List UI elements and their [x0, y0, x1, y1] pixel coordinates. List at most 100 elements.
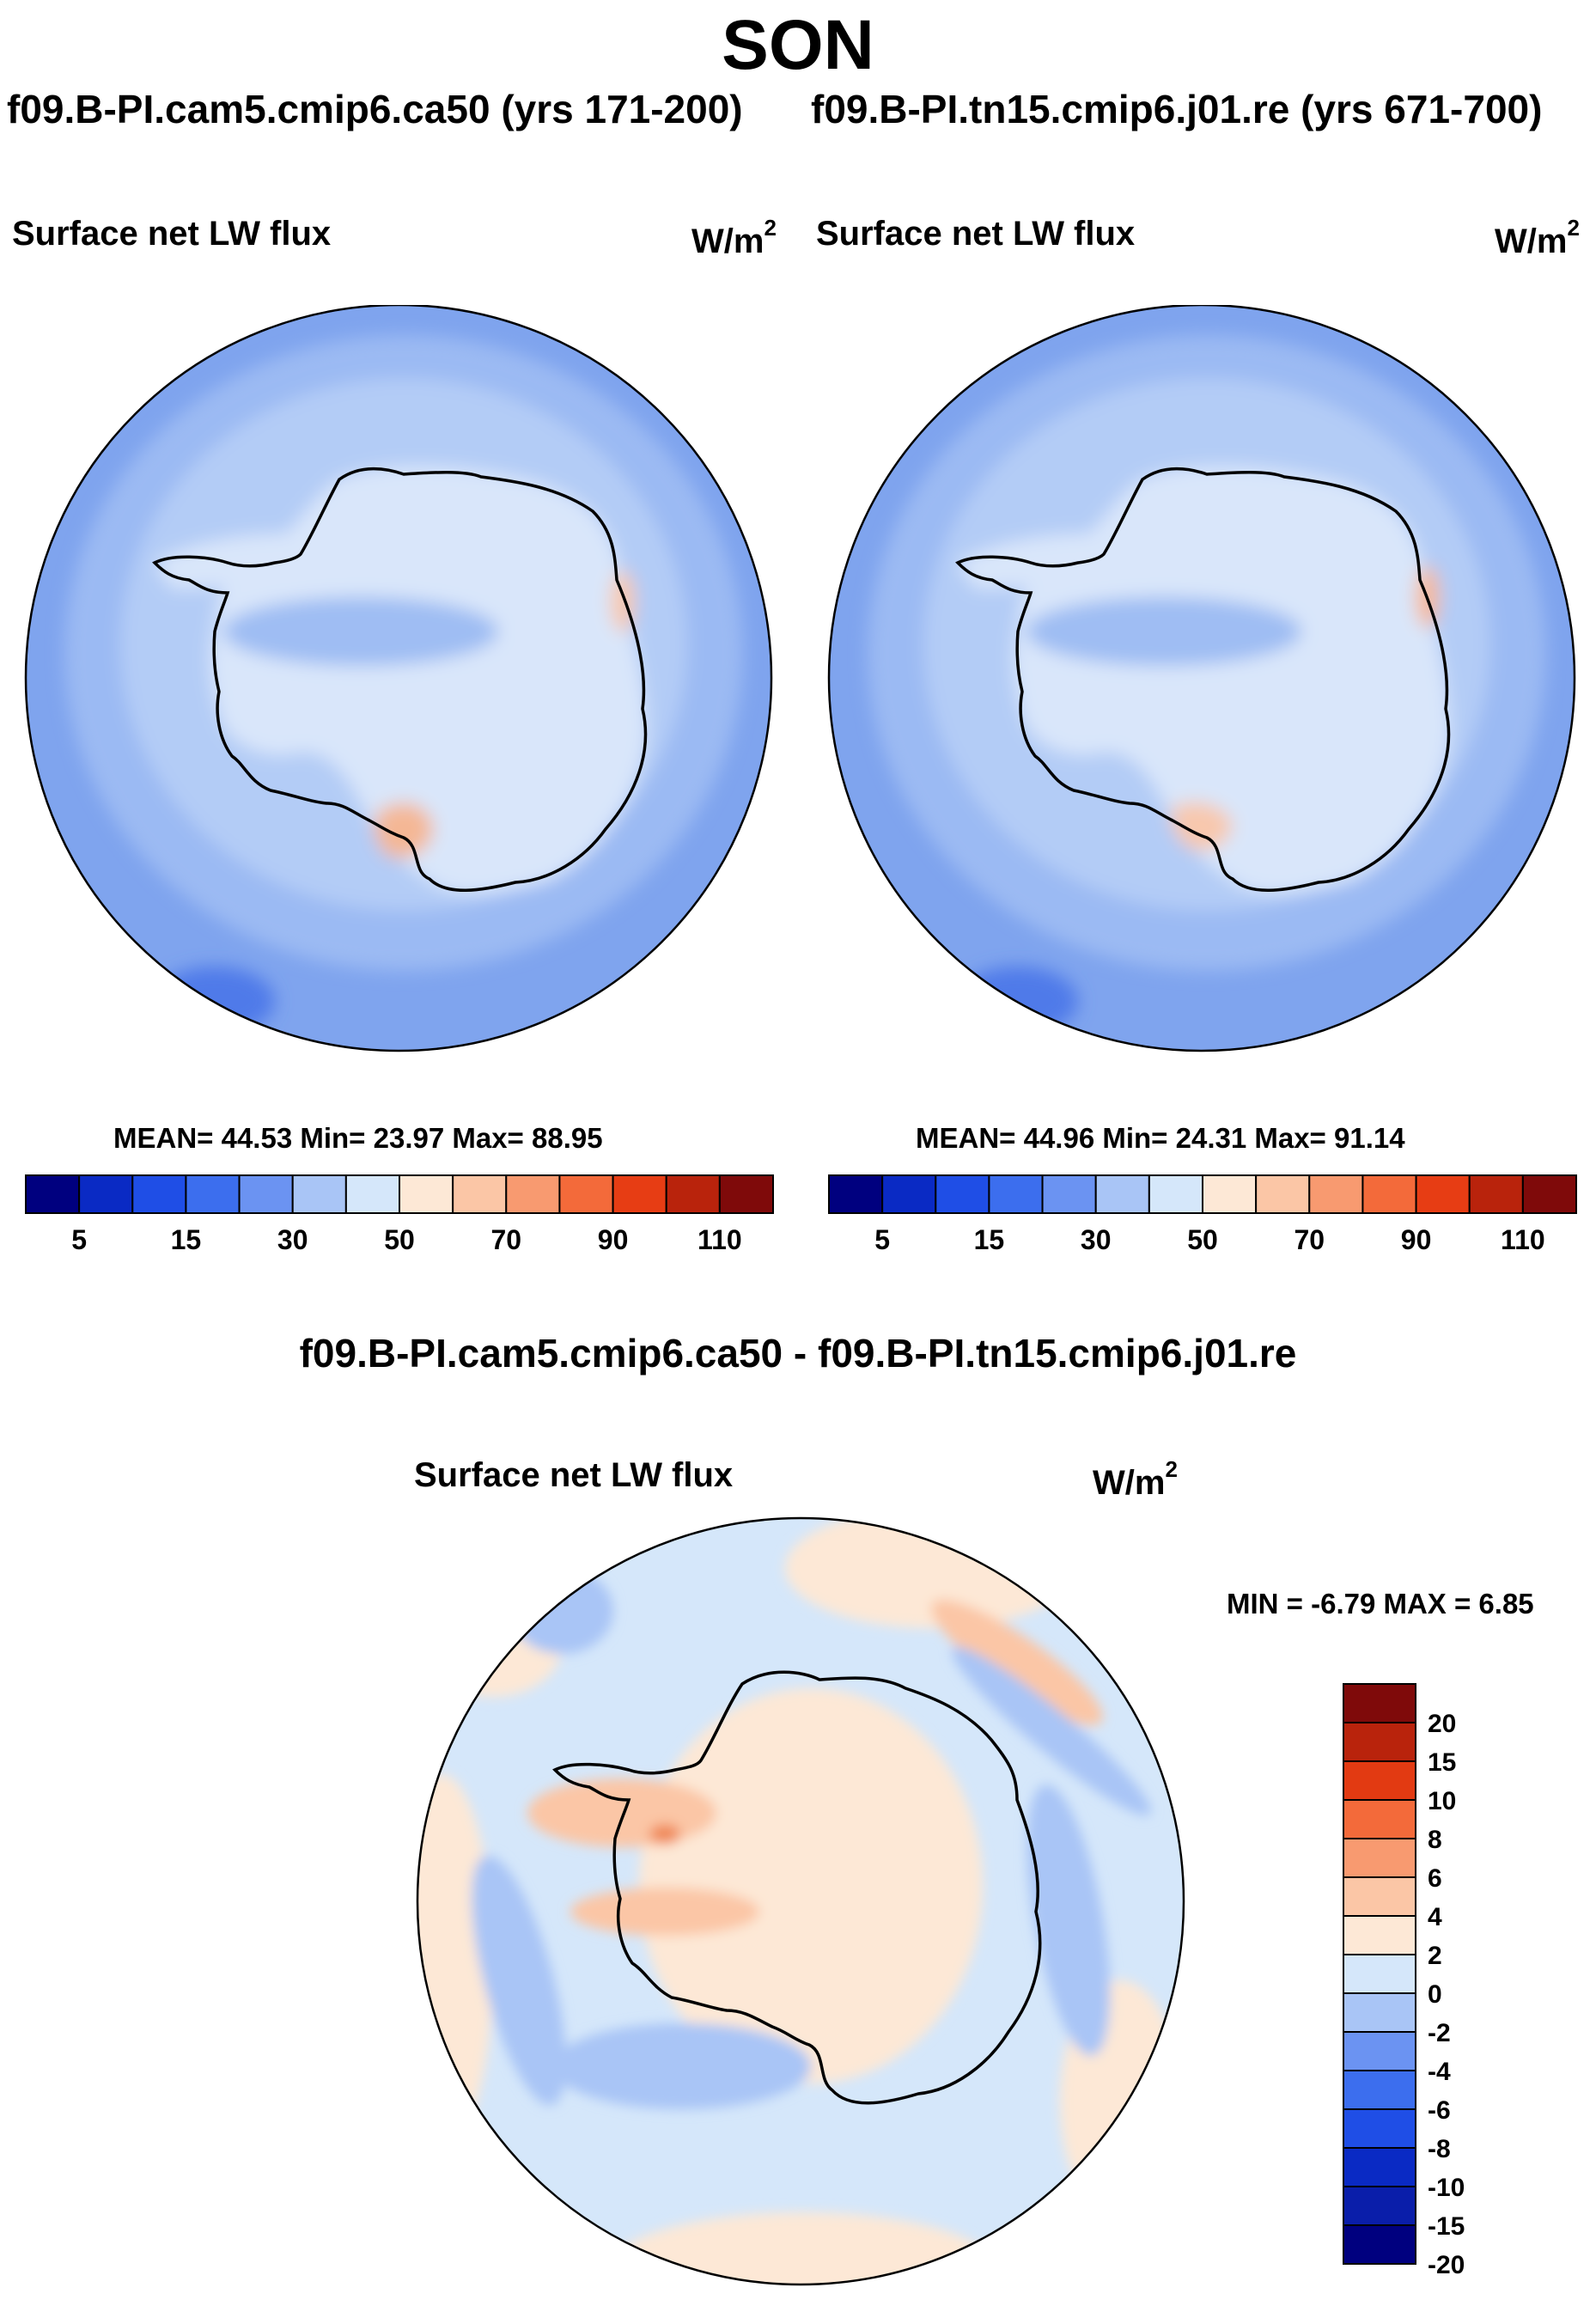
colorbar-swatch: [291, 1174, 347, 1214]
cold-patch-southpacific: [958, 967, 1078, 1035]
colorbar-swatch: [1094, 1174, 1150, 1214]
map-boundary: [416, 1516, 1185, 2286]
map-panel-1: [24, 305, 773, 1052]
colorbar-swatch: [1343, 1838, 1416, 1878]
diff-variable-label: Surface net LW flux: [414, 1456, 734, 1494]
cold-patch-north: [510, 1568, 613, 1654]
panel2-units-label: W/m2: [1495, 215, 1580, 260]
warm-core-peninsula: [649, 1824, 680, 1845]
colorbar-swatch: [1343, 2070, 1416, 2110]
colorbar-tick-label: 8: [1428, 1826, 1442, 1854]
colorbar-swatch: [505, 1174, 561, 1214]
colorbar-swatch: [452, 1174, 508, 1214]
colorbar-swatch: [1468, 1174, 1524, 1214]
cold-patch-southpacific: [155, 967, 275, 1035]
panel1-units-label: W/m2: [691, 215, 777, 260]
colorbar-swatch: [1343, 1915, 1416, 1955]
antarctica-fill: [1013, 466, 1450, 894]
colorbar-swatch: [718, 1174, 774, 1214]
colorbar-tick-label: 10: [1428, 1787, 1456, 1815]
colorbar-tick-label: -4: [1428, 2058, 1451, 2086]
ross-ice-shelf-fill: [958, 534, 1130, 589]
antarctica-coastline: [152, 467, 648, 892]
colorbar-swatch: [1041, 1174, 1097, 1214]
interior-blue-band: [1026, 597, 1301, 666]
figure-title: SON: [722, 6, 874, 84]
colorbar-tick-label: -15: [1428, 2212, 1465, 2241]
colorbar-swatch: [1343, 1722, 1416, 1762]
antarctica-coastline: [552, 1670, 1042, 2105]
colorbar-swatch: [1343, 1799, 1416, 1839]
colorbar-swatch: [1415, 1174, 1471, 1214]
diff-units-label: W/m2: [1093, 1456, 1178, 1502]
panel2-variable-label: Surface net LW flux: [816, 215, 1136, 253]
difference-title: f09.B-PI.cam5.cmip6.ca50 - f09.B-PI.tn15…: [299, 1331, 1297, 1376]
colorbar-tick-label: 70: [490, 1224, 521, 1251]
ross-ice-shelf-fill: [155, 534, 326, 589]
colorbar-tick-label: 15: [171, 1224, 202, 1251]
case1-title: f09.B-PI.cam5.cmip6.ca50 (yrs 171-200): [7, 87, 743, 131]
colorbar-swatch: [1343, 1876, 1416, 1917]
colorbar-swatch: [1343, 1760, 1416, 1801]
colorbar-tick-label: 20: [1428, 1710, 1456, 1738]
colorbar-tick-label: 15: [1428, 1748, 1456, 1777]
colorbar-tick-label: 0: [1428, 1980, 1442, 2009]
panel2-stats: MEAN= 44.96 Min= 24.31 Max= 91.14: [916, 1122, 1405, 1154]
colorbar-tick-label: 110: [697, 1224, 742, 1251]
panel1-variable-label: Surface net LW flux: [12, 215, 332, 253]
colorbar-swatch: [131, 1174, 187, 1214]
colorbar-tick-label: 90: [1401, 1224, 1432, 1251]
colorbar-swatch: [1255, 1174, 1311, 1214]
colorbar-swatch: [665, 1174, 721, 1214]
case2-title: f09.B-PI.tn15.cmip6.j01.re (yrs 671-700): [811, 87, 1543, 131]
colorbar-swatch: [1343, 2031, 1416, 2071]
warm-streak-ne: [931, 1599, 1103, 1726]
colorbar-tick-label: -20: [1428, 2251, 1465, 2279]
warm-patch-south: [605, 2212, 1000, 2284]
colorbar-swatch: [1361, 1174, 1417, 1214]
colorbar-tick-label: 50: [1187, 1224, 1218, 1251]
colorbar-tick-label: 110: [1501, 1224, 1545, 1251]
colorbar-tick-label: 15: [974, 1224, 1005, 1251]
cold-streak-west: [472, 1855, 566, 2106]
colorbar-swatch: [1521, 1174, 1577, 1214]
warm-band-interior: [570, 1888, 759, 1936]
cold-streak-ne: [952, 1646, 1151, 1816]
colorbar-tick-label: 4: [1428, 1903, 1442, 1931]
colorbar-swatch: [612, 1174, 667, 1214]
colorbar-swatch: [828, 1174, 884, 1214]
colorbar-swatch: [1343, 2147, 1416, 2187]
colorbar-swatch: [1343, 2186, 1416, 2226]
warm-patch-antarctica: [639, 1688, 983, 2083]
panel1-stats: MEAN= 44.53 Min= 23.97 Max= 88.95: [113, 1122, 603, 1154]
colorbar-tick-label: -6: [1428, 2096, 1451, 2125]
colorbar-swatch: [1202, 1174, 1258, 1214]
colorbar-panel-2: 51530507090110130: [828, 1174, 1577, 1251]
cold-streak-south: [553, 2023, 811, 2109]
colorbar-swatch: [1148, 1174, 1204, 1214]
colorbar-swatch: [344, 1174, 401, 1214]
colorbar-swatch: [78, 1174, 134, 1214]
colorbar-panel-1: 51530507090110130: [25, 1174, 774, 1251]
colorbar-tick-label: 30: [277, 1224, 308, 1251]
colorbar-tick-label: 2: [1428, 1942, 1442, 1970]
colorbar-swatch: [988, 1174, 1044, 1214]
colorbar-swatch: [1308, 1174, 1364, 1214]
colorbar-tick-label: 50: [384, 1224, 415, 1251]
colorbar-tick-label: 30: [1081, 1224, 1112, 1251]
map-boundary: [24, 305, 773, 1052]
colorbar-tick-label: 5: [874, 1224, 890, 1251]
colorbar-swatch: [1343, 2224, 1416, 2265]
colorbar-tick-label: -2: [1428, 2019, 1451, 2047]
colorbar-tick-label: 6: [1428, 1864, 1442, 1893]
colorbar-swatch: [1343, 1954, 1416, 1994]
cold-streak-southeast: [1026, 1784, 1111, 2056]
colorbar-swatch: [1343, 1992, 1416, 2033]
colorbar-tick-label: 90: [598, 1224, 629, 1251]
colorbar-swatch: [1343, 1683, 1416, 1723]
warm-anomaly-weddell: [1171, 802, 1233, 851]
colorbar-tick-label: 70: [1294, 1224, 1325, 1251]
antarctica-coastline: [955, 467, 1451, 892]
colorbar-tick-label: -8: [1428, 2135, 1451, 2163]
